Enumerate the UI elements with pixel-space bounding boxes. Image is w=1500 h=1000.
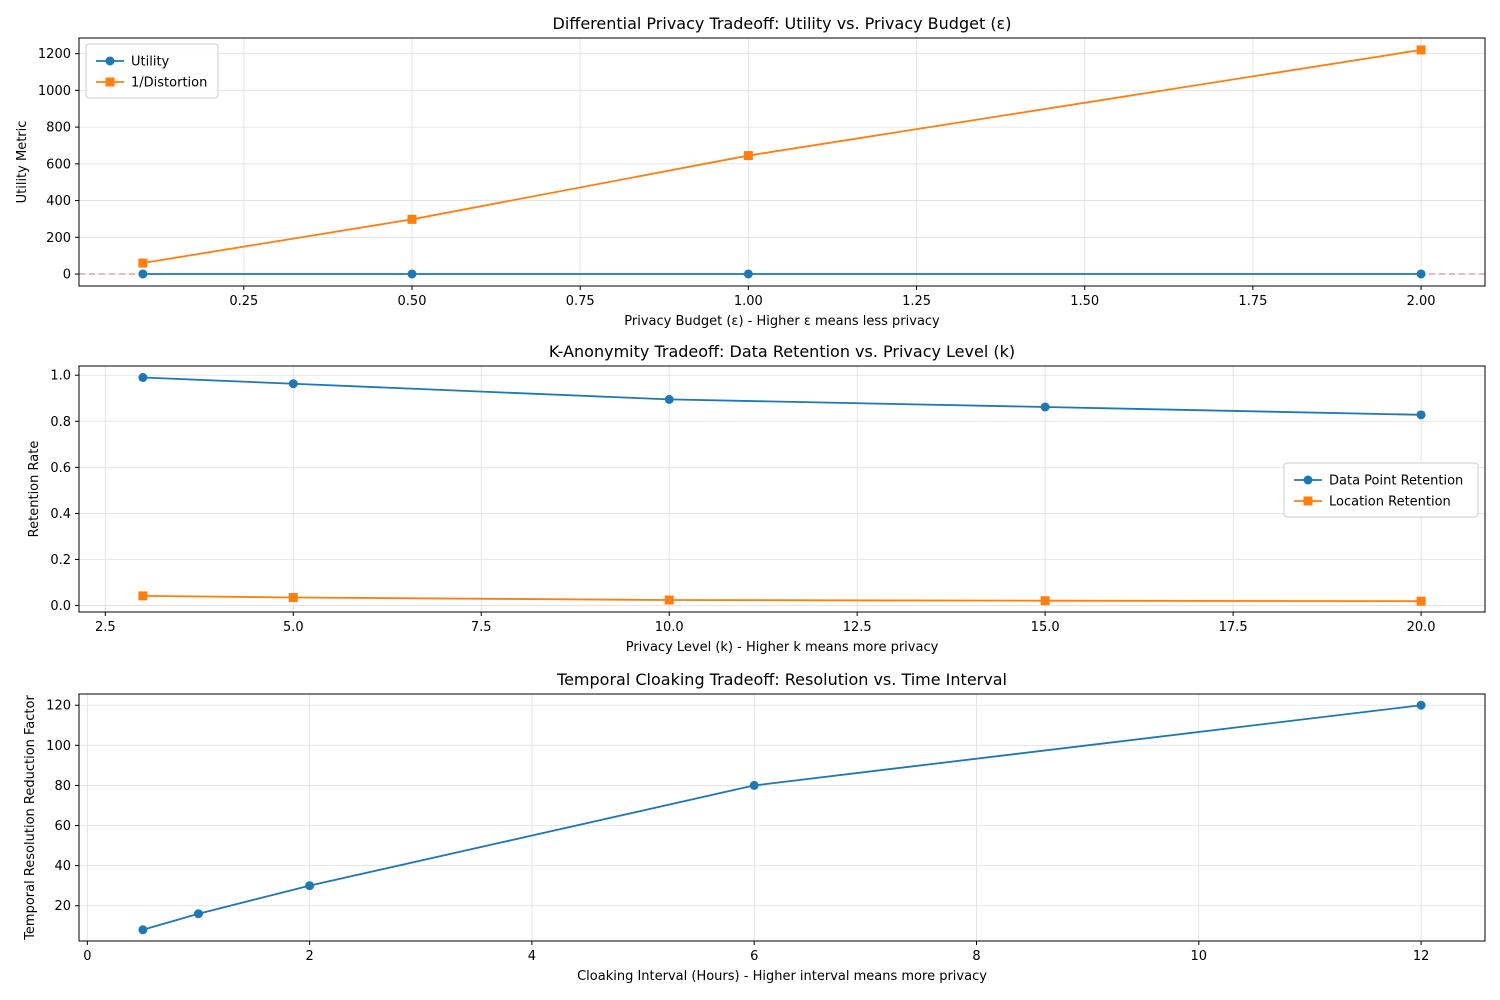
legend-marker-square (105, 77, 115, 87)
chart-3: 0 2 4 6 8 10 12 20 40 60 80 100 120 Temporal Cloaking… (23, 670, 1486, 984)
data-point-square (138, 591, 148, 601)
data-point-square (1416, 596, 1426, 606)
data-point-square (743, 151, 753, 161)
x-tick-label: 10 (1191, 949, 1208, 964)
plot-frame (78, 365, 1486, 613)
data-point-circle (138, 373, 148, 383)
x-tick-label: 15.0 (1031, 620, 1060, 635)
x-tick-label: 2.5 (95, 620, 116, 635)
plot-frame (78, 37, 1486, 287)
y-tick-label: 0.4 (50, 507, 71, 522)
x-tick-label: 4 (528, 949, 536, 964)
series-line-1 (142, 376, 1422, 416)
y-tick-label: 800 (46, 121, 71, 136)
data-point-circle (1416, 700, 1426, 710)
x-tick-label: 6 (750, 949, 758, 964)
data-point-circle (138, 925, 148, 935)
y-tick-label: 100 (46, 739, 71, 754)
y-tick-label: 40 (54, 859, 71, 874)
x-tick-label: 1.75 (1238, 294, 1267, 309)
data-point-circle (138, 269, 148, 279)
x-tick-label: 0.50 (398, 294, 427, 309)
legend-marker-square (1303, 496, 1313, 506)
data-point-circle (305, 881, 315, 891)
chart-title: Temporal Cloaking Tradeoff: Resolution v… (556, 670, 1007, 689)
series-line-1 (142, 704, 1422, 931)
series-line-2 (142, 594, 1422, 603)
legend: Utility 1/Distortion (85, 43, 219, 99)
x-tick-label: 12 (1413, 949, 1430, 964)
y-tick-label: 0.8 (50, 415, 71, 430)
x-tick-label: 0.25 (229, 294, 258, 309)
x-tick-label: 2.00 (1407, 294, 1436, 309)
x-tick-label: 10.0 (655, 620, 684, 635)
chart-title: K-Anonymity Tradeoff: Data Retention vs.… (549, 342, 1015, 361)
data-point-square (1416, 45, 1426, 55)
x-tick-label: 1.50 (1070, 294, 1099, 309)
y-tick-label: 0 (63, 268, 71, 283)
x-tick-label: 1.25 (902, 294, 931, 309)
chart-title: Differential Privacy Tradeoff: Utility v… (553, 14, 1012, 33)
data-point-circle (1040, 402, 1050, 412)
x-tick-label: 8 (972, 949, 980, 964)
y-axis-label: Temporal Resolution Reduction Factor (23, 695, 38, 941)
data-point-circle (743, 269, 753, 279)
data-point-circle (1416, 269, 1426, 279)
legend-marker-circle (105, 56, 115, 66)
data-point-square (288, 592, 298, 602)
x-tick-label: 1.00 (734, 294, 763, 309)
y-tick-label: 1000 (38, 84, 71, 99)
data-point-circle (749, 780, 759, 790)
y-tick-label: 0.6 (50, 461, 71, 476)
y-tick-label: 120 (46, 699, 71, 714)
legend-label: Utility (131, 55, 170, 70)
legend-box (85, 43, 219, 99)
y-axis-label: Retention Rate (27, 441, 42, 538)
data-point-square (138, 258, 148, 268)
y-tick-label: 1200 (38, 47, 71, 62)
data-point-square (407, 214, 417, 224)
x-tick-label: 17.5 (1219, 620, 1248, 635)
x-tick-label: 0 (83, 949, 91, 964)
y-tick-label: 200 (46, 231, 71, 246)
y-tick-label: 0.0 (50, 599, 71, 614)
data-point-circle (193, 909, 203, 919)
y-tick-label: 0.2 (50, 553, 71, 568)
x-tick-label: 12.5 (843, 620, 872, 635)
x-axis-label: Cloaking Interval (Hours) - Higher inter… (577, 969, 987, 984)
x-tick-label: 7.5 (471, 620, 492, 635)
y-tick-label: 20 (54, 899, 71, 914)
legend-label: 1/Distortion (131, 76, 207, 91)
legend-marker-circle (1303, 475, 1313, 485)
y-tick-label: 400 (46, 194, 71, 209)
y-tick-label: 600 (46, 157, 71, 172)
y-tick-label: 1.0 (50, 369, 71, 384)
x-tick-label: 2 (305, 949, 313, 964)
x-tick-label: 20.0 (1407, 620, 1436, 635)
x-tick-label: 0.75 (566, 294, 595, 309)
legend-label: Location Retention (1329, 495, 1451, 510)
data-point-circle (288, 379, 298, 389)
data-point-square (664, 595, 674, 605)
y-tick-label: 60 (54, 819, 71, 834)
plot-frame (78, 693, 1486, 942)
legend-label: Data Point Retention (1329, 474, 1463, 489)
y-tick-label: 80 (54, 779, 71, 794)
data-point-circle (407, 269, 417, 279)
series-line-2 (142, 49, 1422, 264)
data-point-circle (1416, 410, 1426, 420)
legend: Data Point Retention Location Retention (1283, 462, 1479, 518)
y-axis-label: Utility Metric (15, 121, 30, 204)
x-axis-label: Privacy Level (k) - Higher k means more … (626, 640, 939, 655)
x-axis-label: Privacy Budget (ε) - Higher ε means less… (624, 314, 940, 329)
data-point-square (1040, 596, 1050, 606)
x-tick-label: 5.0 (283, 620, 304, 635)
chart-2: 2.5 5.0 7.5 10.0 12.5 15.0 17.5 20.0 0.0 0.2 0.4 0.… (27, 342, 1486, 655)
data-point-circle (664, 394, 674, 404)
legend-box (1283, 462, 1479, 518)
chart-1: 0.25 0.50 0.75 1.00 1.25 1.50 1.75 2.00 0 200 400 6… (15, 14, 1486, 329)
